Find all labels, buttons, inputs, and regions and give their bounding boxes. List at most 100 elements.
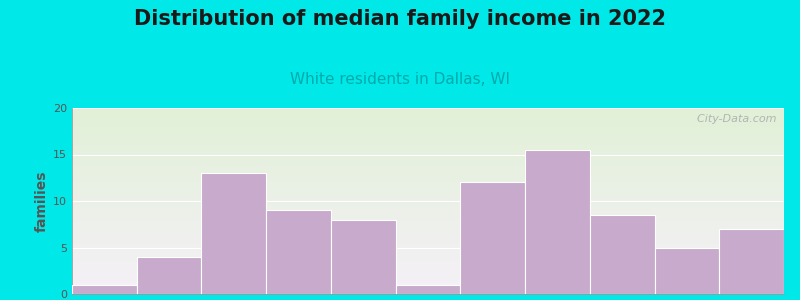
- Bar: [72, 285, 784, 286]
- Bar: [72, 241, 784, 242]
- Bar: [72, 290, 784, 291]
- Bar: [72, 249, 784, 250]
- Bar: [72, 231, 784, 232]
- Bar: [72, 129, 784, 130]
- Bar: [72, 216, 784, 217]
- Bar: [72, 136, 784, 137]
- Bar: [72, 207, 784, 208]
- Text: White residents in Dallas, WI: White residents in Dallas, WI: [290, 72, 510, 87]
- Bar: [72, 193, 784, 194]
- Bar: [72, 255, 784, 256]
- Bar: [72, 274, 784, 275]
- Bar: [72, 205, 784, 206]
- Bar: [72, 213, 784, 214]
- Bar: [72, 285, 137, 294]
- Bar: [72, 230, 784, 231]
- Bar: [72, 138, 784, 139]
- Bar: [72, 182, 784, 183]
- Bar: [72, 147, 784, 148]
- Bar: [72, 222, 784, 223]
- Bar: [72, 114, 784, 115]
- Text: City-Data.com: City-Data.com: [690, 114, 777, 124]
- Bar: [72, 208, 784, 209]
- Bar: [72, 253, 784, 254]
- Bar: [72, 112, 784, 114]
- Bar: [72, 168, 784, 169]
- Bar: [72, 251, 784, 252]
- Bar: [72, 188, 784, 189]
- Bar: [72, 124, 784, 125]
- Bar: [72, 175, 784, 176]
- Bar: [72, 248, 784, 249]
- Bar: [72, 279, 784, 280]
- Bar: [72, 211, 784, 212]
- Bar: [72, 184, 784, 185]
- Bar: [72, 266, 784, 267]
- Bar: [72, 239, 784, 240]
- Bar: [72, 127, 784, 128]
- Bar: [72, 210, 784, 211]
- Bar: [72, 264, 784, 265]
- Bar: [72, 177, 784, 178]
- Bar: [72, 265, 784, 266]
- Bar: [72, 169, 784, 170]
- Bar: [72, 262, 784, 263]
- Bar: [72, 154, 784, 155]
- Bar: [72, 242, 784, 243]
- Bar: [72, 217, 784, 218]
- Bar: [72, 173, 784, 174]
- Bar: [72, 172, 784, 173]
- Bar: [72, 131, 784, 132]
- Bar: [72, 275, 784, 276]
- Bar: [72, 158, 784, 159]
- Bar: [72, 233, 784, 235]
- Bar: [72, 246, 784, 247]
- Bar: [72, 287, 784, 288]
- Bar: [72, 258, 784, 259]
- Bar: [72, 116, 784, 117]
- Bar: [72, 212, 784, 213]
- Bar: [72, 227, 784, 228]
- Bar: [72, 110, 784, 111]
- Bar: [266, 210, 331, 294]
- Bar: [72, 156, 784, 157]
- Bar: [72, 115, 784, 116]
- Bar: [72, 199, 784, 200]
- Bar: [72, 209, 784, 210]
- Bar: [72, 159, 784, 160]
- Bar: [654, 248, 719, 294]
- Bar: [72, 153, 784, 154]
- Bar: [72, 261, 784, 262]
- Bar: [72, 270, 784, 271]
- Bar: [331, 220, 396, 294]
- Bar: [72, 281, 784, 282]
- Bar: [72, 289, 784, 290]
- Bar: [72, 268, 784, 269]
- Bar: [72, 145, 784, 146]
- Bar: [72, 256, 784, 257]
- Bar: [202, 173, 266, 294]
- Bar: [72, 257, 784, 258]
- Bar: [72, 197, 784, 198]
- Bar: [72, 135, 784, 136]
- Bar: [72, 200, 784, 201]
- Bar: [72, 263, 784, 264]
- Bar: [590, 215, 654, 294]
- Bar: [72, 284, 784, 285]
- Bar: [72, 220, 784, 221]
- Y-axis label: families: families: [35, 170, 49, 232]
- Bar: [72, 215, 784, 216]
- Bar: [72, 166, 784, 167]
- Bar: [72, 176, 784, 177]
- Bar: [72, 125, 784, 126]
- Bar: [72, 201, 784, 202]
- Bar: [72, 204, 784, 205]
- Bar: [72, 245, 784, 246]
- Bar: [72, 142, 784, 143]
- Bar: [72, 236, 784, 237]
- Bar: [396, 285, 460, 294]
- Bar: [72, 229, 784, 230]
- Bar: [72, 180, 784, 181]
- Bar: [72, 137, 784, 138]
- Bar: [72, 228, 784, 229]
